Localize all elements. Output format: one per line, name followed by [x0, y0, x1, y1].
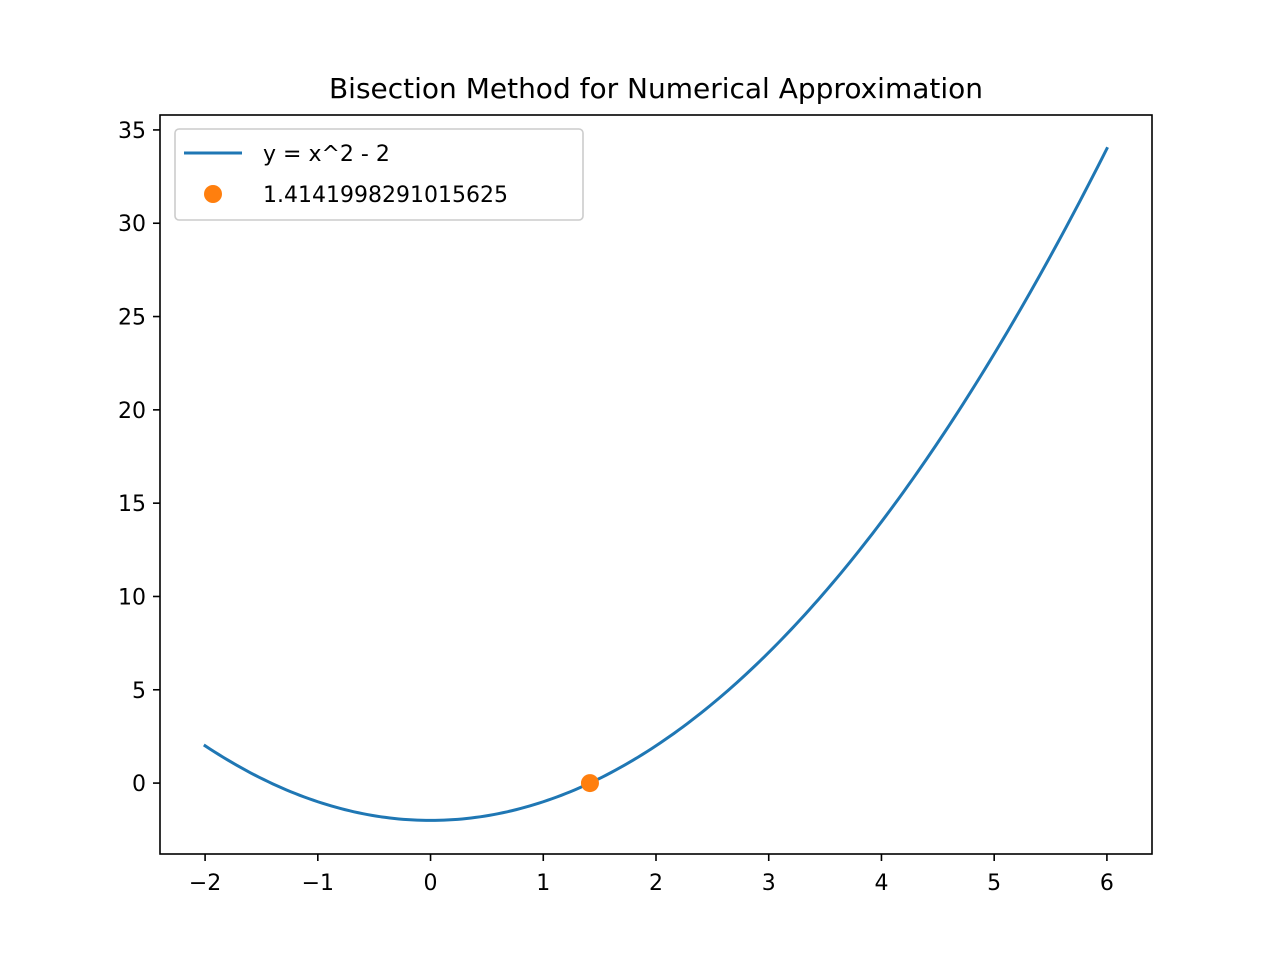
y-tick-label: 5: [132, 679, 146, 704]
legend-label-root: 1.4141998291015625: [263, 183, 508, 208]
y-tick-label: 10: [118, 585, 146, 610]
legend-label-curve: y = x^2 - 2: [263, 142, 390, 167]
plot-frame: [159, 114, 1153, 855]
x-tick-label: 5: [987, 871, 1001, 896]
x-axis-ticks: −2 −1 0 1 2 3 4 5 6: [189, 854, 1114, 896]
x-tick-label: 2: [649, 871, 663, 896]
x-tick-label: −2: [189, 871, 221, 896]
y-tick-label: 20: [118, 399, 146, 424]
series-layer: [203, 146, 1109, 822]
y-tick-label: 15: [118, 492, 146, 517]
y-tick-label: 35: [118, 119, 146, 144]
legend: y = x^2 - 2 1.4141998291015625: [174, 128, 584, 221]
y-tick-label: 25: [118, 306, 146, 331]
legend-box: [174, 128, 584, 221]
y-tick-label: 0: [132, 772, 146, 797]
y-tick-label: 30: [118, 212, 146, 237]
curve-line: [203, 146, 1109, 822]
legend-point-swatch: [204, 185, 222, 203]
x-tick-label: 3: [762, 871, 776, 896]
plot-area: [160, 115, 1152, 854]
root-point: [580, 774, 599, 793]
x-tick-label: 4: [874, 871, 888, 896]
x-tick-label: −1: [302, 871, 334, 896]
chart-title: Bisection Method for Numerical Approxima…: [329, 72, 983, 105]
x-tick-label: 1: [536, 871, 550, 896]
x-tick-label: 0: [424, 871, 438, 896]
y-axis-ticks: 0 5 10 15 20 25 30 35: [118, 119, 160, 797]
x-tick-label: 6: [1100, 871, 1114, 896]
